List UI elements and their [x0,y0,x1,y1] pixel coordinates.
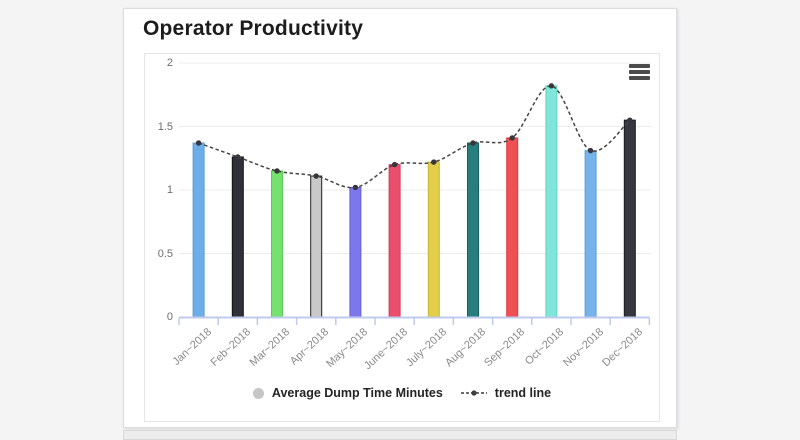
bar-sep-2018[interactable] [506,137,519,318]
legend-circle-icon [252,387,264,399]
trend-marker-dec-2018[interactable] [627,117,633,123]
trend-marker-oct-2018[interactable] [548,83,555,89]
trend-marker-jan-2018[interactable] [195,140,202,146]
y-axis-label: 0.5 [157,247,173,260]
legend-label-trend: trend line [494,386,552,400]
bar-july-2018[interactable] [427,161,440,318]
trend-marker-nov-2018[interactable] [587,147,594,154]
bar-dec-2018[interactable] [623,119,636,318]
bar-feb-2018[interactable] [231,156,244,318]
bar-may-2018[interactable] [349,186,362,318]
bar-mar-2018[interactable] [271,170,283,318]
bar-nov-2018[interactable] [584,150,597,318]
y-axis-label: 1 [166,184,173,196]
chart-legend: Average Dump Time Minutes trend line [145,384,659,402]
bar-oct-2018[interactable] [545,85,558,318]
y-axis-label: 2 [166,57,173,69]
hamburger-icon [629,76,650,80]
bar-jan-2018[interactable] [192,142,205,318]
legend-item-average-dump-time[interactable]: Average Dump Time Minutes [252,386,443,400]
hamburger-icon [629,64,650,68]
chart-context-menu-button[interactable] [629,64,650,80]
trend-marker-july-2018[interactable] [431,159,437,165]
trend-marker-aug-2018[interactable] [470,140,476,146]
operator-productivity-card: Operator Productivity 0 0.5 1 1.5 2 Jan~2018… [123,8,677,428]
next-card-top-edge [123,430,677,440]
trend-marker-apr-2018[interactable] [313,173,319,179]
legend-item-trend-line[interactable]: trend line [460,386,552,400]
hamburger-icon [629,70,650,74]
bar-june-2018[interactable] [388,164,401,318]
dash-dot-line-icon [460,390,487,396]
trend-marker-june-2018[interactable] [391,161,398,168]
page-title: Operator Productivity [143,17,364,40]
bar-aug-2018[interactable] [467,142,479,318]
y-axis-label: 1.5 [157,120,173,133]
trend-marker-mar-2018[interactable] [274,168,280,174]
chart-canvas: 0 0.5 1 1.5 2 Jan~2018 Feb~2018 Mar~2018 Apr~20… [144,53,660,422]
legend-label-series: Average Dump Time Minutes [271,386,443,400]
chart-plot-area [178,62,651,325]
trend-marker-sep-2018[interactable] [509,135,515,141]
trend-marker-feb-2018[interactable] [235,154,241,160]
y-axis-label: 0 [166,311,173,323]
trend-line-path [198,85,631,189]
bar-apr-2018[interactable] [310,175,323,318]
trend-marker-may-2018[interactable] [352,184,359,191]
